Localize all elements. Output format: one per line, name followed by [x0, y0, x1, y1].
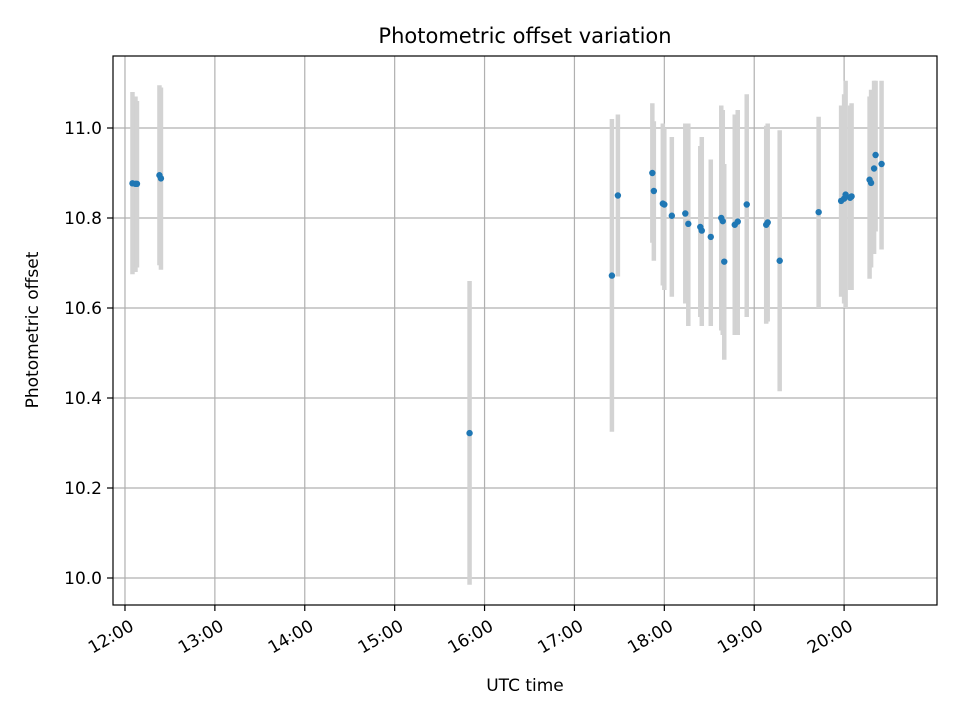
x-axis-label: UTC time [486, 676, 564, 696]
data-point [842, 191, 849, 198]
data-point [734, 218, 741, 225]
data-point [614, 192, 622, 199]
y-tick-label: 10.4 [64, 389, 102, 409]
data-point [707, 233, 714, 241]
data-point [870, 165, 878, 172]
data-point [764, 219, 771, 226]
data-point [721, 258, 728, 265]
data-point [157, 175, 165, 182]
data-point [650, 187, 658, 195]
y-tick-label: 10.6 [64, 299, 102, 319]
data-point [743, 201, 750, 208]
data-point [872, 151, 879, 159]
y-tick-label: 10.0 [64, 569, 102, 589]
data-point [698, 227, 705, 234]
data-point [685, 220, 692, 228]
y-axis-ticks: 10.0 10.2 10.4 10.6 10.8 11.0 [64, 119, 113, 589]
data-point [466, 429, 473, 437]
grid [113, 56, 937, 605]
data-point [878, 160, 885, 168]
data-point [133, 180, 141, 187]
data-point [608, 272, 616, 279]
data-point [867, 179, 875, 187]
data-points [129, 151, 885, 437]
data-point [682, 210, 689, 217]
data-point [649, 169, 656, 177]
data-point [719, 217, 726, 225]
y-tick-label: 10.8 [64, 209, 102, 229]
data-point [668, 212, 676, 219]
data-point [661, 201, 668, 208]
data-point [848, 193, 855, 200]
plot-frame [112, 55, 938, 606]
y-tick-label: 10.2 [64, 479, 102, 499]
chart-title: Photometric offset variation [378, 24, 671, 48]
y-tick-label: 11.0 [64, 119, 102, 139]
data-point [815, 208, 822, 216]
y-axis-label: Photometric offset [23, 251, 43, 408]
data-point [776, 257, 783, 264]
